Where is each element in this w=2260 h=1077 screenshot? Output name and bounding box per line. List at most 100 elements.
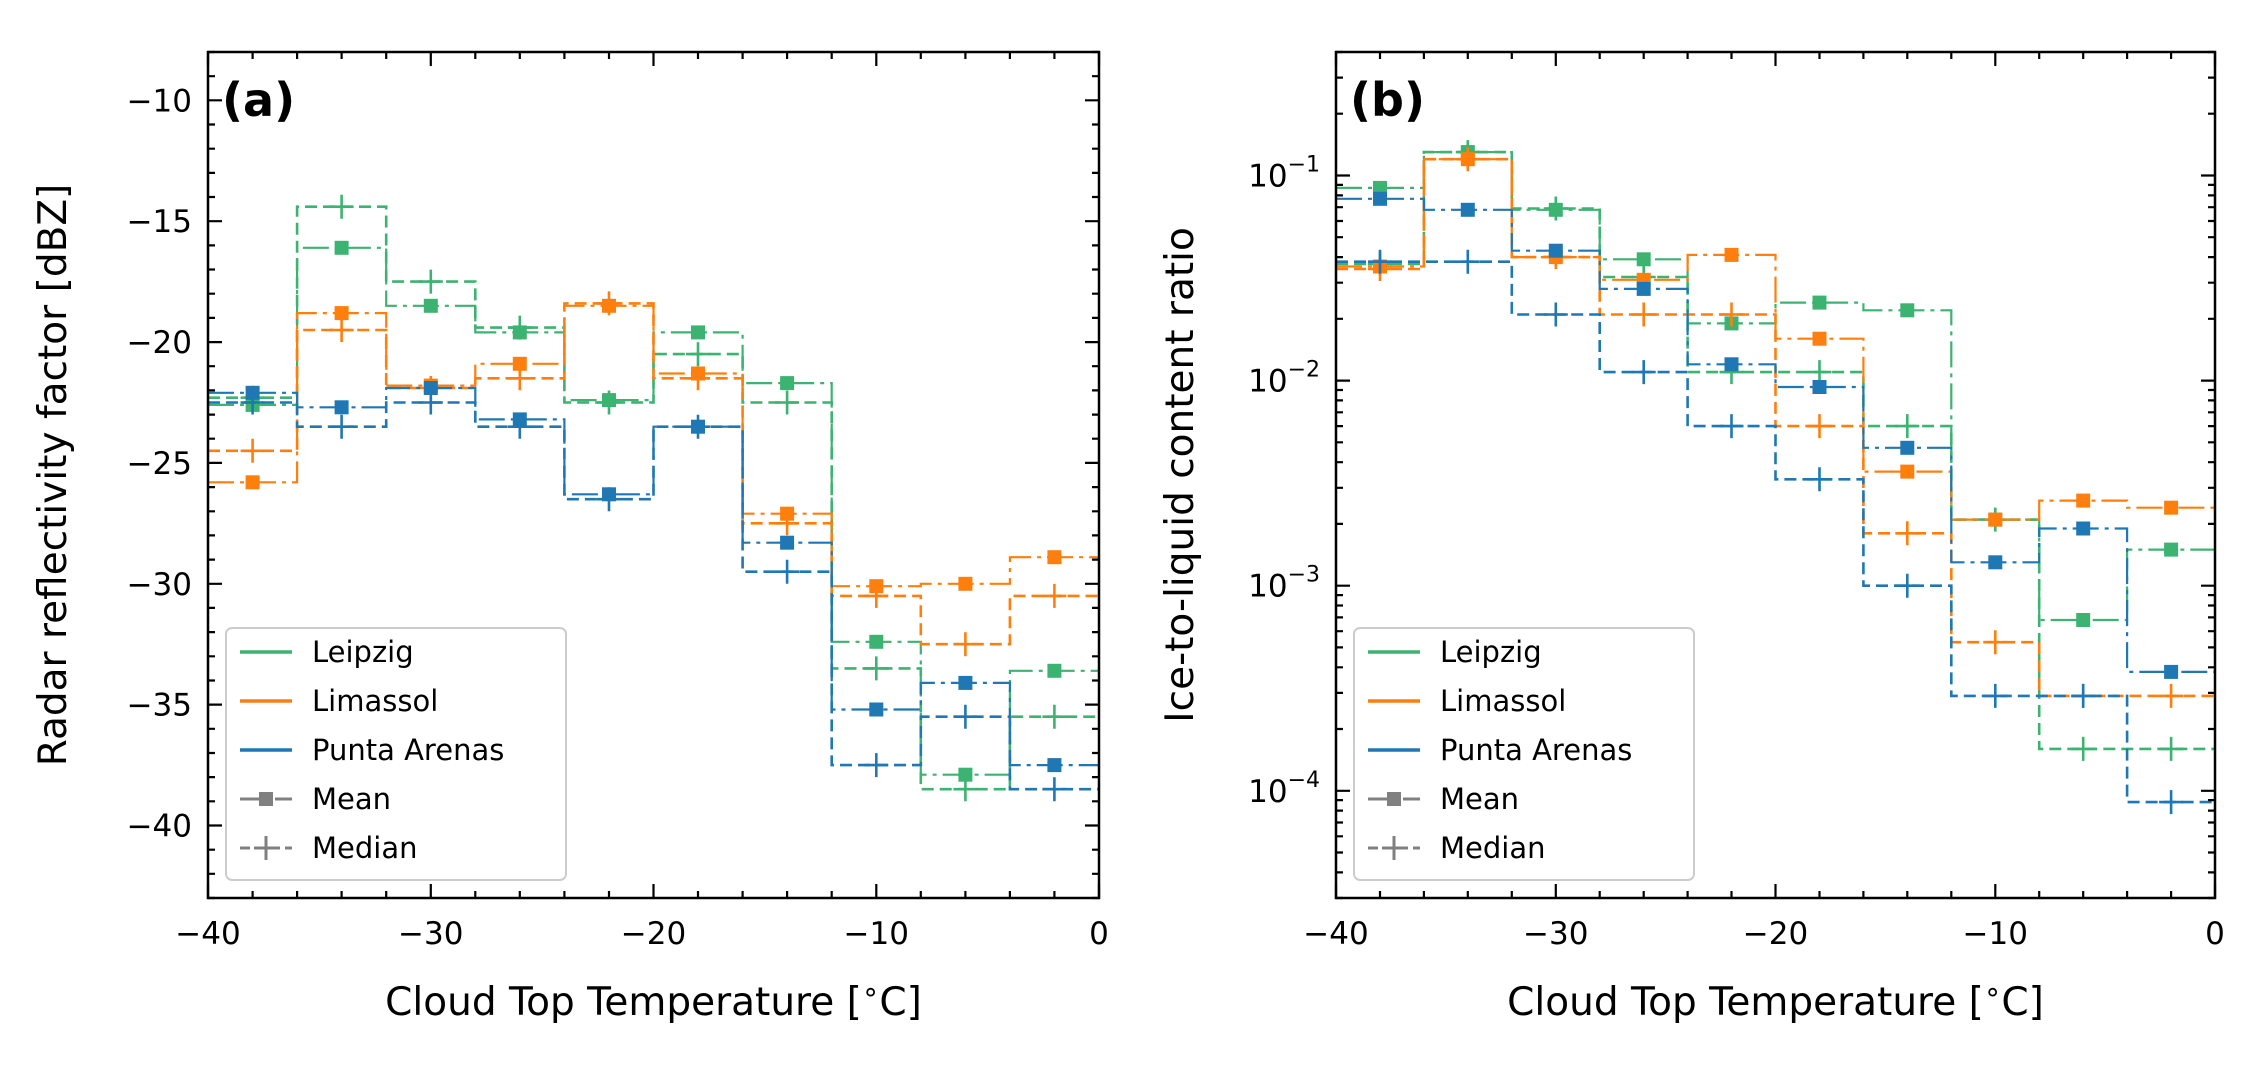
x-tick-label: 0 (1089, 916, 1109, 952)
data-point-punta-arenas-mean (780, 535, 795, 550)
panel-a: −40 −30 −20 −10 0 −10 −15 −20 −25 −30 −35 −40 Cloud … (31, 50, 1109, 1025)
data-point-limassol-mean (512, 356, 527, 371)
data-point-leipzig-median (2071, 736, 2096, 761)
data-point-punta-arenas-mean (958, 675, 973, 690)
data-point-punta-arenas-median (597, 487, 621, 512)
x-tick-label: −10 (844, 916, 909, 952)
y-tick-label: −15 (127, 204, 192, 240)
legend: Leipzig Limassol Punta Arenas Mean Median (1353, 627, 1695, 881)
data-point-limassol-median (1719, 302, 1744, 327)
legend-box (1353, 627, 1695, 881)
data-point-punta-arenas-mean (1988, 555, 2003, 570)
data-point-leipzig-median (775, 390, 800, 415)
data-point-limassol-mean (958, 576, 973, 591)
data-point-limassol-median (1631, 302, 1656, 327)
data-point-punta-arenas-median (1807, 467, 1832, 492)
legend-marker (1382, 836, 1406, 860)
data-point-punta-arenas-median (329, 414, 354, 439)
series-line-punta-arenas-median (208, 401, 1099, 791)
legend-marker (1387, 792, 1401, 806)
data-point-punta-arenas-median (507, 414, 532, 439)
data-point-limassol-mean (334, 306, 349, 321)
data-point-leipzig-mean (780, 376, 795, 391)
data-point-punta-arenas-median (864, 753, 889, 778)
y-axis-title: Ice-to-liquid content ratio (1158, 227, 1203, 723)
data-point-limassol-median (1983, 630, 2008, 655)
data-point-leipzig-median (1042, 704, 1067, 729)
data-point-leipzig-median (953, 777, 978, 802)
y-tick-base: 10 (1248, 364, 1287, 400)
data-point-punta-arenas-median (418, 390, 443, 415)
x-tick-label: −20 (621, 916, 686, 952)
data-point-punta-arenas-mean (2164, 664, 2179, 679)
data-point-limassol-median (2159, 683, 2184, 708)
data-point-limassol-mean (2164, 500, 2179, 515)
legend-label: Leipzig (1440, 635, 1542, 669)
data-point-punta-arenas-median (1042, 777, 1067, 802)
data-point-leipzig-median (1543, 196, 1568, 221)
y-tick-label: −30 (127, 567, 192, 603)
data-point-leipzig-median (418, 269, 443, 294)
y-tick-base: 10 (1248, 158, 1287, 194)
data-point-leipzig-mean (1636, 252, 1651, 267)
x-tick-label: −10 (1963, 916, 2028, 952)
y-tick-label: 10−2 (1248, 358, 1320, 400)
x-tick-label: −30 (398, 916, 463, 952)
series-line-punta-arenas-mean (208, 386, 1099, 767)
data-point-leipzig-median (1895, 414, 1920, 439)
data-point-limassol-median (953, 632, 978, 657)
data-point-punta-arenas-median (1455, 249, 1480, 274)
data-point-limassol-median (864, 583, 889, 608)
data-point-leipzig-mean (423, 298, 438, 313)
data-point-limassol-median (240, 438, 265, 463)
x-axis-ticks (1334, 52, 2217, 898)
data-point-leipzig-median (597, 390, 621, 415)
x-axis-ticks (206, 52, 1101, 898)
data-point-limassol-median (329, 318, 354, 342)
y-tick-label: −20 (127, 325, 192, 361)
panel-label: (b) (1350, 73, 1425, 127)
data-point-leipzig-mean (958, 767, 973, 782)
data-point-leipzig-mean (1812, 295, 1827, 310)
legend-label: Mean (1440, 782, 1519, 816)
y-tick-exponent: −4 (1288, 768, 1320, 793)
data-point-limassol-median (1042, 583, 1067, 608)
legend-box (225, 627, 567, 881)
y-tick-exponent: −1 (1288, 152, 1320, 177)
data-point-leipzig-mean (1047, 663, 1062, 678)
x-tick-label: 0 (2205, 916, 2225, 952)
y-tick-exponent: −3 (1288, 563, 1320, 588)
x-tick-label: −40 (175, 916, 240, 952)
data-point-limassol-mean (1900, 464, 1915, 479)
series-line-limassol-median (208, 302, 1099, 646)
x-tick-label: −20 (1743, 916, 1808, 952)
data-point-limassol-median (507, 366, 532, 391)
legend-marker (259, 792, 273, 806)
series-line-punta-arenas-mean (1336, 197, 2215, 673)
data-point-punta-arenas-median (1631, 360, 1656, 385)
data-point-limassol-median (597, 291, 621, 316)
legend-label: Leipzig (312, 635, 414, 669)
y-axis-ticks (208, 50, 1099, 900)
y-tick-label: −10 (127, 83, 192, 119)
series-line-punta-arenas-median (1336, 260, 2215, 804)
series-line-limassol-mean (1336, 158, 2215, 521)
y-tick-label: 10−1 (1248, 152, 1320, 194)
y-tick-label: 10−3 (1248, 563, 1320, 605)
data-point-limassol-median (1895, 521, 1920, 546)
data-point-leipzig-mean (691, 325, 705, 340)
legend-label: Limassol (1440, 684, 1566, 718)
y-tick-label: −25 (127, 446, 192, 482)
data-point-leipzig-median (329, 194, 354, 219)
data-point-leipzig-mean (1900, 303, 1915, 318)
y-tick-label: 10−4 (1248, 768, 1320, 810)
data-point-punta-arenas-mean (1047, 758, 1062, 773)
data-point-punta-arenas-median (2071, 683, 2096, 708)
y-tick-exponent: −2 (1288, 358, 1320, 383)
data-point-punta-arenas-median (686, 414, 710, 439)
data-point-punta-arenas-median (1543, 302, 1568, 327)
data-point-limassol-mean (245, 475, 260, 490)
data-point-punta-arenas-median (1895, 573, 1920, 598)
